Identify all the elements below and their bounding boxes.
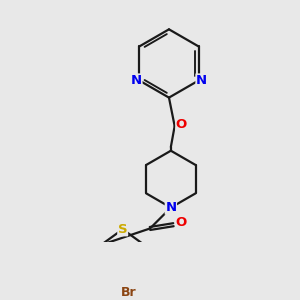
Text: N: N [131, 74, 142, 87]
Text: O: O [176, 216, 187, 229]
Text: S: S [118, 223, 128, 236]
Text: Br: Br [121, 286, 136, 299]
Text: N: N [165, 201, 176, 214]
Text: O: O [176, 118, 187, 131]
Text: N: N [196, 74, 207, 87]
